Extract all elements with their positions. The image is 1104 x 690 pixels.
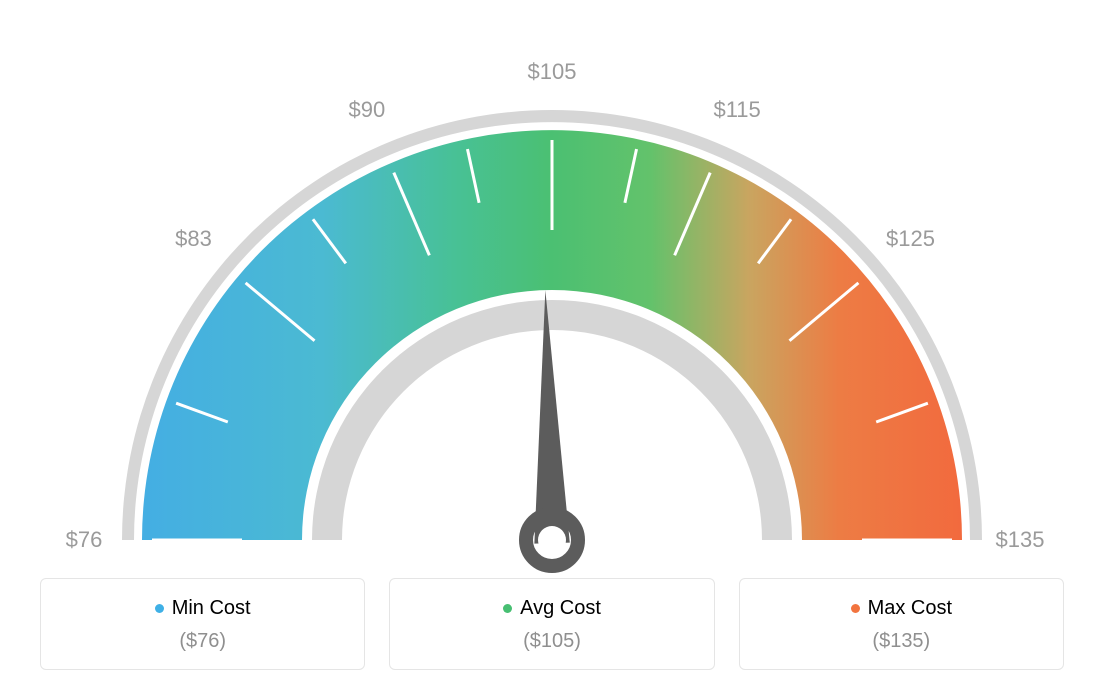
chart-container: $76 $83 $90 $105 $115 $125 $135 Min Cost ($76)… xyxy=(0,0,1104,690)
legend-title-min: Min Cost xyxy=(172,597,251,620)
gauge-tick-label: $76 xyxy=(66,527,103,553)
legend-value-avg: ($105) xyxy=(400,630,703,653)
legend-card-avg: Avg Cost ($105) xyxy=(389,578,714,670)
legend-value-max: ($135) xyxy=(750,630,1053,653)
gauge-svg xyxy=(0,50,1104,610)
dot-icon xyxy=(155,604,164,613)
gauge-tick-label: $125 xyxy=(886,226,935,252)
gauge-area: $76 $83 $90 $105 $115 $125 $135 xyxy=(0,0,1104,555)
dot-icon xyxy=(503,604,512,613)
gauge-tick-label: $83 xyxy=(175,226,212,252)
legend-card-min: Min Cost ($76) xyxy=(40,578,365,670)
legend-card-max: Max Cost ($135) xyxy=(739,578,1064,670)
gauge-tick-label: $115 xyxy=(713,97,760,123)
gauge-tick-label: $90 xyxy=(349,97,386,123)
gauge-tick-label: $105 xyxy=(528,59,577,85)
legend-title-avg: Avg Cost xyxy=(520,597,601,620)
dot-icon xyxy=(851,604,860,613)
gauge-tick-label: $135 xyxy=(996,527,1045,553)
legend-row: Min Cost ($76) Avg Cost ($105) Max Cost … xyxy=(40,578,1064,670)
legend-title-max: Max Cost xyxy=(868,597,952,620)
legend-value-min: ($76) xyxy=(51,630,354,653)
